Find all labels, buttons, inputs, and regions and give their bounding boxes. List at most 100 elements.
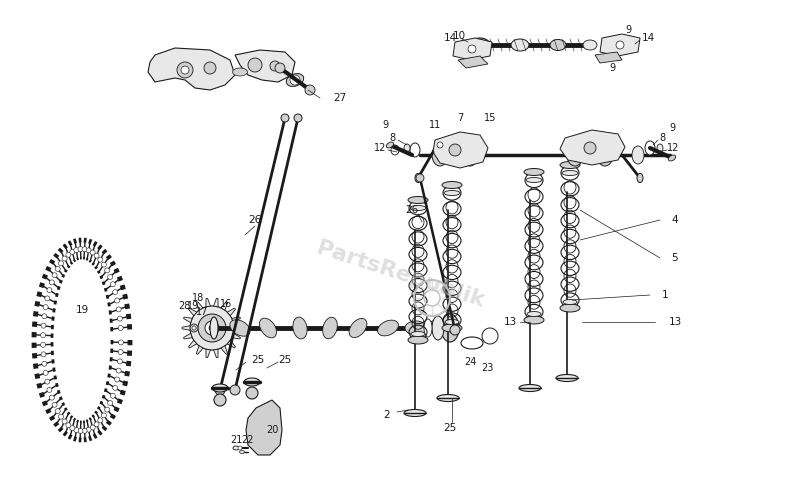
Polygon shape <box>433 132 488 168</box>
Polygon shape <box>148 48 235 90</box>
Polygon shape <box>221 302 228 310</box>
Ellipse shape <box>233 446 239 450</box>
Ellipse shape <box>583 40 597 50</box>
Circle shape <box>82 428 87 433</box>
Text: 14: 14 <box>443 33 457 43</box>
Text: 26: 26 <box>406 205 418 215</box>
Ellipse shape <box>560 162 580 169</box>
Ellipse shape <box>410 205 426 211</box>
Circle shape <box>78 428 83 433</box>
Circle shape <box>52 273 57 278</box>
Polygon shape <box>221 346 228 354</box>
Circle shape <box>294 114 302 122</box>
Ellipse shape <box>527 312 541 317</box>
Circle shape <box>102 413 106 418</box>
Ellipse shape <box>214 394 226 406</box>
Ellipse shape <box>230 320 250 336</box>
Text: 12: 12 <box>374 143 386 153</box>
Circle shape <box>305 85 315 95</box>
Ellipse shape <box>550 40 566 50</box>
Polygon shape <box>232 333 241 339</box>
Ellipse shape <box>482 328 498 344</box>
Ellipse shape <box>645 141 655 155</box>
Circle shape <box>238 446 242 450</box>
Ellipse shape <box>391 145 399 155</box>
Text: 28: 28 <box>178 301 190 311</box>
Text: 17: 17 <box>196 307 208 317</box>
Text: 2: 2 <box>384 410 390 420</box>
Circle shape <box>58 414 63 419</box>
Circle shape <box>205 321 219 335</box>
Circle shape <box>90 250 95 255</box>
Ellipse shape <box>441 314 459 342</box>
Polygon shape <box>560 130 625 165</box>
Ellipse shape <box>462 144 478 166</box>
Circle shape <box>70 426 75 431</box>
Ellipse shape <box>470 38 490 52</box>
Ellipse shape <box>442 324 462 332</box>
Circle shape <box>41 352 46 357</box>
Circle shape <box>118 325 123 331</box>
Ellipse shape <box>244 378 260 386</box>
Text: 13: 13 <box>503 317 517 327</box>
Circle shape <box>230 385 240 395</box>
Ellipse shape <box>349 318 367 338</box>
Circle shape <box>43 305 48 310</box>
Circle shape <box>114 377 120 382</box>
Circle shape <box>41 323 46 328</box>
Text: 16: 16 <box>220 299 232 309</box>
Text: 24: 24 <box>464 357 476 367</box>
Ellipse shape <box>411 332 425 337</box>
Ellipse shape <box>519 385 541 392</box>
Ellipse shape <box>563 299 577 304</box>
Text: 1: 1 <box>662 290 668 300</box>
Ellipse shape <box>239 450 245 454</box>
Circle shape <box>108 274 113 279</box>
Text: 10: 10 <box>453 31 466 41</box>
Ellipse shape <box>562 171 578 175</box>
Ellipse shape <box>210 317 218 339</box>
Ellipse shape <box>408 196 428 203</box>
Text: 25: 25 <box>278 355 292 365</box>
Ellipse shape <box>233 68 247 76</box>
Circle shape <box>52 402 57 407</box>
Circle shape <box>108 400 113 406</box>
Ellipse shape <box>567 144 583 166</box>
Circle shape <box>437 142 443 148</box>
Ellipse shape <box>404 410 426 416</box>
Polygon shape <box>182 326 190 330</box>
Polygon shape <box>196 302 203 310</box>
Circle shape <box>41 343 46 347</box>
Circle shape <box>43 370 48 375</box>
Ellipse shape <box>526 177 542 182</box>
Circle shape <box>118 316 122 321</box>
Text: 5: 5 <box>672 253 678 263</box>
Polygon shape <box>227 308 235 316</box>
Ellipse shape <box>524 316 544 324</box>
Circle shape <box>270 61 280 71</box>
Ellipse shape <box>442 181 462 189</box>
Circle shape <box>113 290 118 294</box>
Circle shape <box>181 66 189 74</box>
Circle shape <box>116 307 122 312</box>
Circle shape <box>275 63 285 73</box>
Text: 20: 20 <box>266 425 278 435</box>
Ellipse shape <box>404 144 410 152</box>
Circle shape <box>66 423 71 428</box>
Text: 8: 8 <box>659 133 665 143</box>
Ellipse shape <box>432 316 444 340</box>
Ellipse shape <box>405 321 427 335</box>
Ellipse shape <box>597 144 613 166</box>
Ellipse shape <box>437 394 459 401</box>
Text: 9: 9 <box>669 123 675 133</box>
Circle shape <box>78 246 83 251</box>
Text: 19: 19 <box>75 305 89 315</box>
Ellipse shape <box>259 318 277 338</box>
Polygon shape <box>600 34 640 56</box>
Polygon shape <box>183 317 192 323</box>
Circle shape <box>90 425 95 430</box>
Polygon shape <box>458 56 488 68</box>
Circle shape <box>290 75 300 85</box>
Circle shape <box>86 427 91 432</box>
Ellipse shape <box>461 337 483 349</box>
